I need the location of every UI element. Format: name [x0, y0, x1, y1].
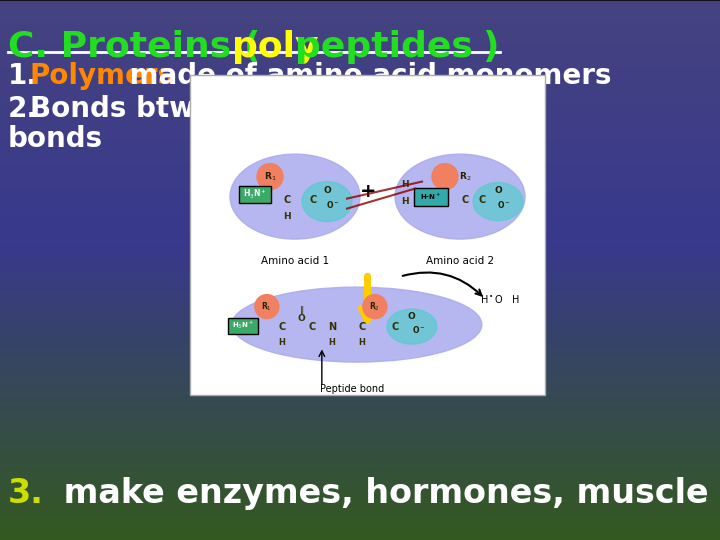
Text: H$^\bullet$O   H: H$^\bullet$O H — [480, 293, 520, 305]
Text: H: H — [279, 338, 285, 347]
Text: make enzymes, hormones, muscle: make enzymes, hormones, muscle — [52, 477, 708, 510]
Text: Peptide bond: Peptide bond — [320, 384, 384, 394]
Text: C: C — [391, 322, 398, 332]
Text: Polymers: Polymers — [30, 62, 175, 90]
Circle shape — [255, 295, 279, 319]
Ellipse shape — [302, 181, 352, 221]
Text: O$^-$: O$^-$ — [326, 199, 340, 210]
Ellipse shape — [387, 309, 437, 344]
Text: H: H — [401, 197, 409, 206]
Text: C: C — [462, 194, 469, 205]
Text: Bonds btwn amino acids called: Bonds btwn amino acids called — [30, 95, 523, 123]
Text: ): ) — [482, 30, 498, 64]
Text: C: C — [310, 194, 317, 205]
Text: O: O — [298, 314, 306, 323]
Text: C: C — [284, 194, 291, 205]
Text: C. Proteins (: C. Proteins ( — [8, 30, 261, 64]
Text: H: H — [328, 338, 336, 347]
Text: poly: poly — [232, 30, 318, 64]
Circle shape — [432, 164, 458, 190]
Ellipse shape — [232, 287, 482, 362]
Text: O: O — [323, 186, 331, 195]
Text: R$_1$: R$_1$ — [261, 300, 272, 313]
FancyBboxPatch shape — [228, 318, 258, 334]
Text: O: O — [494, 186, 502, 195]
Circle shape — [363, 295, 387, 319]
Text: R$_2$: R$_2$ — [459, 170, 471, 183]
Text: C: C — [359, 322, 366, 332]
Text: Amino acid 1: Amino acid 1 — [261, 255, 329, 266]
Text: H: H — [401, 180, 409, 189]
Text: peptide: peptide — [398, 95, 518, 123]
Text: R$_2$: R$_2$ — [369, 300, 380, 313]
Text: O$^-$: O$^-$ — [412, 324, 426, 335]
Ellipse shape — [230, 154, 360, 239]
Text: peptides: peptides — [295, 30, 473, 64]
Text: H-N$^+$: H-N$^+$ — [420, 192, 441, 202]
Text: made of amino acid monomers: made of amino acid monomers — [120, 62, 611, 90]
FancyBboxPatch shape — [190, 75, 545, 395]
Text: 1.: 1. — [8, 62, 38, 90]
Text: C: C — [308, 322, 315, 332]
Text: N: N — [328, 322, 336, 332]
Text: C: C — [278, 322, 285, 332]
Text: bonds: bonds — [8, 125, 103, 153]
Text: Amino acid 2: Amino acid 2 — [426, 255, 494, 266]
Text: C: C — [478, 194, 485, 205]
Text: H$_3$N$^+$: H$_3$N$^+$ — [232, 320, 253, 332]
Text: +: + — [360, 182, 377, 201]
Text: H: H — [359, 338, 365, 347]
Text: H$_3$N$^+$: H$_3$N$^+$ — [243, 187, 267, 201]
Ellipse shape — [473, 183, 523, 221]
Text: O$^-$: O$^-$ — [498, 199, 510, 210]
Circle shape — [257, 164, 283, 190]
FancyBboxPatch shape — [414, 187, 448, 206]
Text: 3.: 3. — [8, 477, 44, 510]
Text: H: H — [283, 212, 291, 221]
Ellipse shape — [395, 154, 525, 239]
Text: ‖: ‖ — [300, 306, 304, 315]
FancyBboxPatch shape — [239, 186, 271, 202]
Text: 2.: 2. — [8, 95, 38, 123]
Text: O: O — [408, 312, 415, 321]
Text: R$_1$: R$_1$ — [264, 170, 276, 183]
